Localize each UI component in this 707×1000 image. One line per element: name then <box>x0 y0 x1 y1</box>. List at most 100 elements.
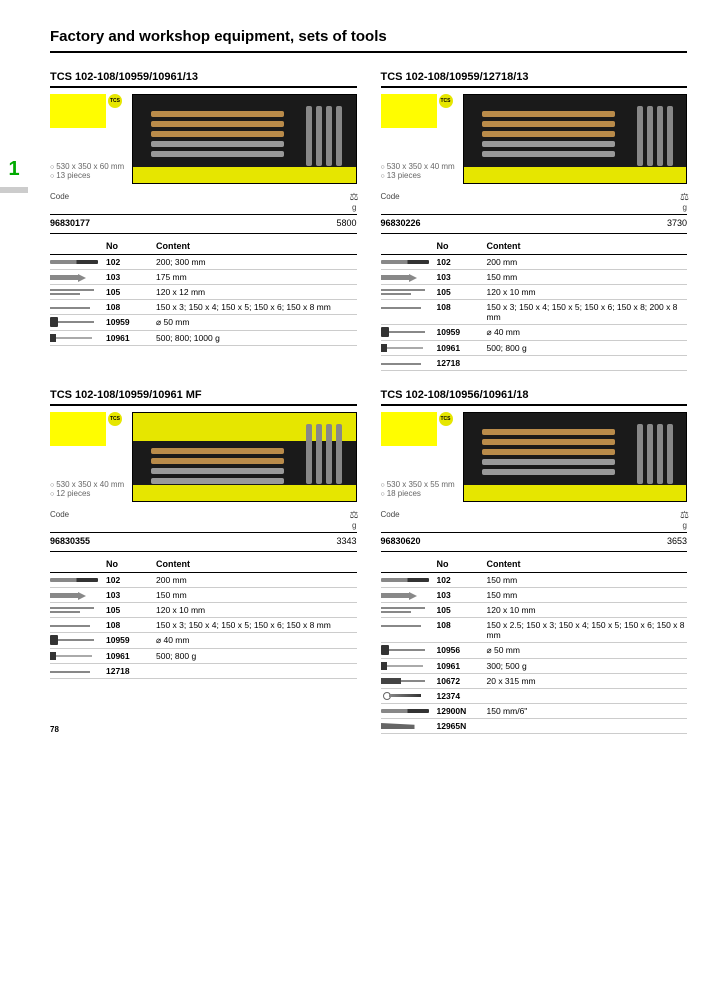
product-code: 96830226 <box>381 218 421 228</box>
tool-icon <box>381 706 437 716</box>
content-row: 103175 mm <box>50 270 357 285</box>
code-header: Code⚖g <box>50 508 357 533</box>
tool-icon <box>381 327 437 337</box>
weight-icon: ⚖ <box>680 192 687 203</box>
row-no: 105 <box>437 605 487 615</box>
tool-icon <box>381 272 437 282</box>
row-no: 102 <box>106 575 156 585</box>
content-row: 12965N <box>381 719 688 734</box>
table-header: NoContent <box>381 556 688 573</box>
section-bar <box>0 187 28 193</box>
row-content: 150 x 3; 150 x 4; 150 x 5; 150 x 6; 150 … <box>156 620 357 630</box>
row-no: 12718 <box>437 358 487 368</box>
row-no: 10672 <box>437 676 487 686</box>
tcs-badge-icon: TCS <box>108 412 122 426</box>
row-content: 200 mm <box>156 575 357 585</box>
row-content: ⌀ 50 mm <box>487 645 688 656</box>
content-row: 12374 <box>381 689 688 704</box>
content-row: 108150 x 2.5; 150 x 3; 150 x 4; 150 x 5;… <box>381 618 688 643</box>
row-no: 108 <box>437 620 487 630</box>
row-content: 150 x 2.5; 150 x 3; 150 x 4; 150 x 5; 15… <box>487 620 688 640</box>
row-no: 10961 <box>437 343 487 353</box>
product-title: TCS 102-108/10959/10961 MF <box>50 389 357 406</box>
weight-icon: ⚖ <box>680 510 687 521</box>
row-no: 10959 <box>106 317 156 327</box>
row-content: 20 x 315 mm <box>487 676 688 686</box>
code-header: Code⚖g <box>381 508 688 533</box>
row-content: 120 x 12 mm <box>156 287 357 297</box>
row-no: 103 <box>106 272 156 282</box>
row-no: 103 <box>437 590 487 600</box>
weight-icon: ⚖ <box>350 192 357 203</box>
content-row: 1067220 x 315 mm <box>381 674 688 689</box>
content-row: 102200 mm <box>50 573 357 588</box>
content-row: 12718 <box>50 664 357 679</box>
product-image <box>132 412 356 502</box>
product-weight: 3343 <box>336 536 356 546</box>
row-content: 200; 300 mm <box>156 257 357 267</box>
product-grid: TCS 102-108/10959/10961/13 TCS 530 x 350 x… <box>50 71 687 734</box>
tool-icon <box>50 333 106 343</box>
product-image <box>463 94 687 184</box>
row-content: ⌀ 50 mm <box>156 317 357 328</box>
product-title: TCS 102-108/10956/10961/18 <box>381 389 688 406</box>
row-no: 12374 <box>437 691 487 701</box>
row-content: ⌀ 40 mm <box>156 635 357 646</box>
tool-icon <box>50 302 106 312</box>
row-no: 102 <box>106 257 156 267</box>
row-content: 300; 500 g <box>487 661 688 671</box>
row-no: 10956 <box>437 645 487 655</box>
tool-icon <box>50 620 106 630</box>
tcs-badge-icon: TCS <box>439 94 453 108</box>
row-content: 120 x 10 mm <box>487 287 688 297</box>
row-no: 103 <box>106 590 156 600</box>
content-row: 102150 mm <box>381 573 688 588</box>
row-content: 200 mm <box>487 257 688 267</box>
row-content: 150 x 3; 150 x 4; 150 x 5; 150 x 6; 150 … <box>156 302 357 312</box>
row-no: 105 <box>106 287 156 297</box>
page-title: Factory and workshop equipment, sets of … <box>50 28 687 53</box>
tool-icon <box>381 645 437 655</box>
tool-icon <box>381 691 437 701</box>
product-title: TCS 102-108/10959/10961/13 <box>50 71 357 88</box>
section-marker: 1 <box>0 158 28 193</box>
content-row: 108150 x 3; 150 x 4; 150 x 5; 150 x 6; 1… <box>381 300 688 325</box>
tool-icon <box>50 651 106 661</box>
page-number: 78 <box>50 725 59 734</box>
tool-icon <box>381 676 437 686</box>
tool-icon <box>50 287 106 297</box>
product-image <box>132 94 356 184</box>
row-no: 10959 <box>437 327 487 337</box>
tool-icon <box>50 635 106 645</box>
code-row: 96830355 3343 <box>50 533 357 552</box>
row-content: ⌀ 40 mm <box>487 327 688 338</box>
product-weight: 3653 <box>667 536 687 546</box>
row-no: 108 <box>106 302 156 312</box>
content-row: 12900N150 mm/6" <box>381 704 688 719</box>
tool-icon <box>50 575 106 585</box>
product-weight: 5800 <box>336 218 356 228</box>
color-swatch <box>50 94 106 128</box>
product-block: TCS 102-108/10959/10961/13 TCS 530 x 350 x… <box>50 71 357 371</box>
row-content: 150 mm/6" <box>487 706 688 716</box>
row-content: 150 x 3; 150 x 4; 150 x 5; 150 x 6; 150 … <box>487 302 688 322</box>
row-no: 105 <box>106 605 156 615</box>
row-no: 10959 <box>106 635 156 645</box>
code-row: 968301775800 <box>50 215 357 234</box>
content-row: 105120 x 12 mm <box>50 285 357 300</box>
tcs-badge-icon: TCS <box>108 94 122 108</box>
row-no: 108 <box>437 302 487 312</box>
table-header: NoContent <box>50 238 357 255</box>
tcs-badge-icon: TCS <box>439 412 453 426</box>
code-row: 96830620 3653 <box>381 533 688 552</box>
product-block: TCS 102-108/10959/10961 MFTCS530 x 350 x… <box>50 389 357 734</box>
table-header: NoContent <box>381 238 688 255</box>
row-no: 10961 <box>106 333 156 343</box>
product-specs: 530 x 350 x 60 mm13 pieces <box>50 162 124 180</box>
product-code: 96830620 <box>381 536 421 546</box>
tool-icon <box>381 343 437 353</box>
content-row: 103150 mm <box>50 588 357 603</box>
tool-icon <box>50 317 106 327</box>
tool-icon <box>381 661 437 671</box>
product-code: 96830355 <box>50 536 90 546</box>
